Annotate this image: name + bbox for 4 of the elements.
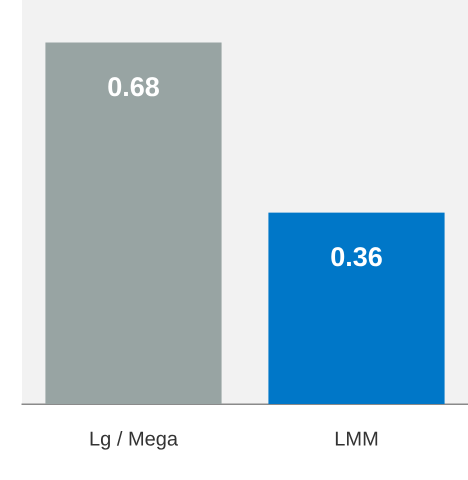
- data-label: 0.36: [330, 242, 383, 272]
- data-label: 0.68: [107, 72, 160, 102]
- x-tick-label: LMM: [334, 428, 379, 451]
- x-tick-label: Lg / Mega: [89, 428, 179, 451]
